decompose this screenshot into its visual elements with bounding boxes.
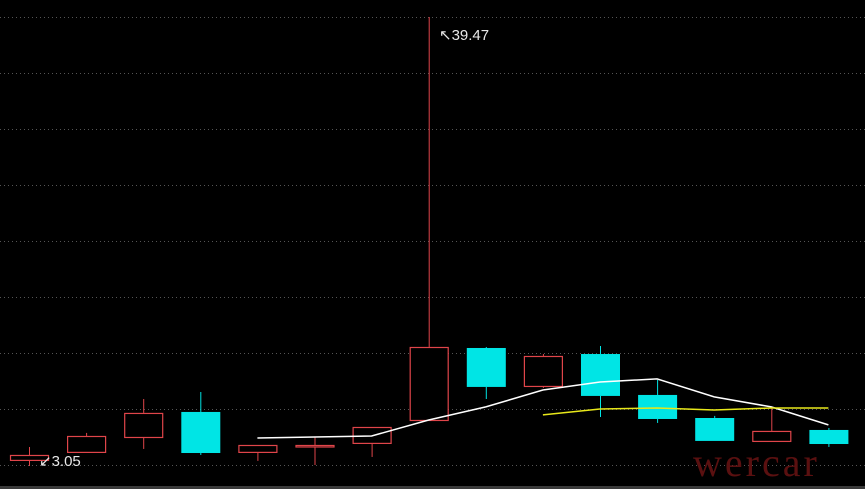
- candle: [238, 444, 278, 461]
- candle-body: [66, 435, 107, 453]
- candle: [809, 427, 849, 447]
- candle-body: [9, 454, 50, 462]
- candle: [409, 17, 449, 422]
- watermark: wercar: [693, 440, 820, 485]
- moving-average-lines: [257, 378, 829, 439]
- candle-body: [409, 346, 449, 422]
- candle-body: [695, 417, 735, 441]
- candles: [9, 17, 849, 466]
- candle-body: [809, 429, 849, 445]
- candle: [581, 346, 620, 418]
- candle: [124, 399, 164, 449]
- candle-body: [752, 430, 792, 443]
- candle-body: [581, 354, 620, 396]
- candle-body: [124, 412, 164, 439]
- max-arrow-icon: ↖: [439, 27, 452, 44]
- moving-average-line: [257, 378, 829, 439]
- moving-average-line: [542, 407, 829, 416]
- max-price-label: ↖39.47: [439, 27, 489, 44]
- candle: [752, 406, 792, 443]
- candle: [695, 415, 735, 441]
- min-arrow-icon: ↙: [39, 453, 52, 470]
- candle-body: [638, 394, 678, 419]
- candle: [295, 436, 335, 465]
- candle-body: [181, 411, 221, 454]
- candle-body: [295, 444, 335, 448]
- candle: [466, 346, 506, 400]
- gridlines: [0, 17, 865, 466]
- candle: [523, 354, 564, 388]
- candle-body: [466, 347, 506, 387]
- min-price-label: ↙3.05: [39, 453, 81, 470]
- candle: [181, 391, 221, 455]
- bottom-border: [0, 486, 865, 489]
- candle: [9, 446, 50, 466]
- candle-body: [523, 355, 564, 388]
- candle: [638, 379, 678, 423]
- candle: [66, 432, 107, 453]
- candle-body: [238, 444, 278, 453]
